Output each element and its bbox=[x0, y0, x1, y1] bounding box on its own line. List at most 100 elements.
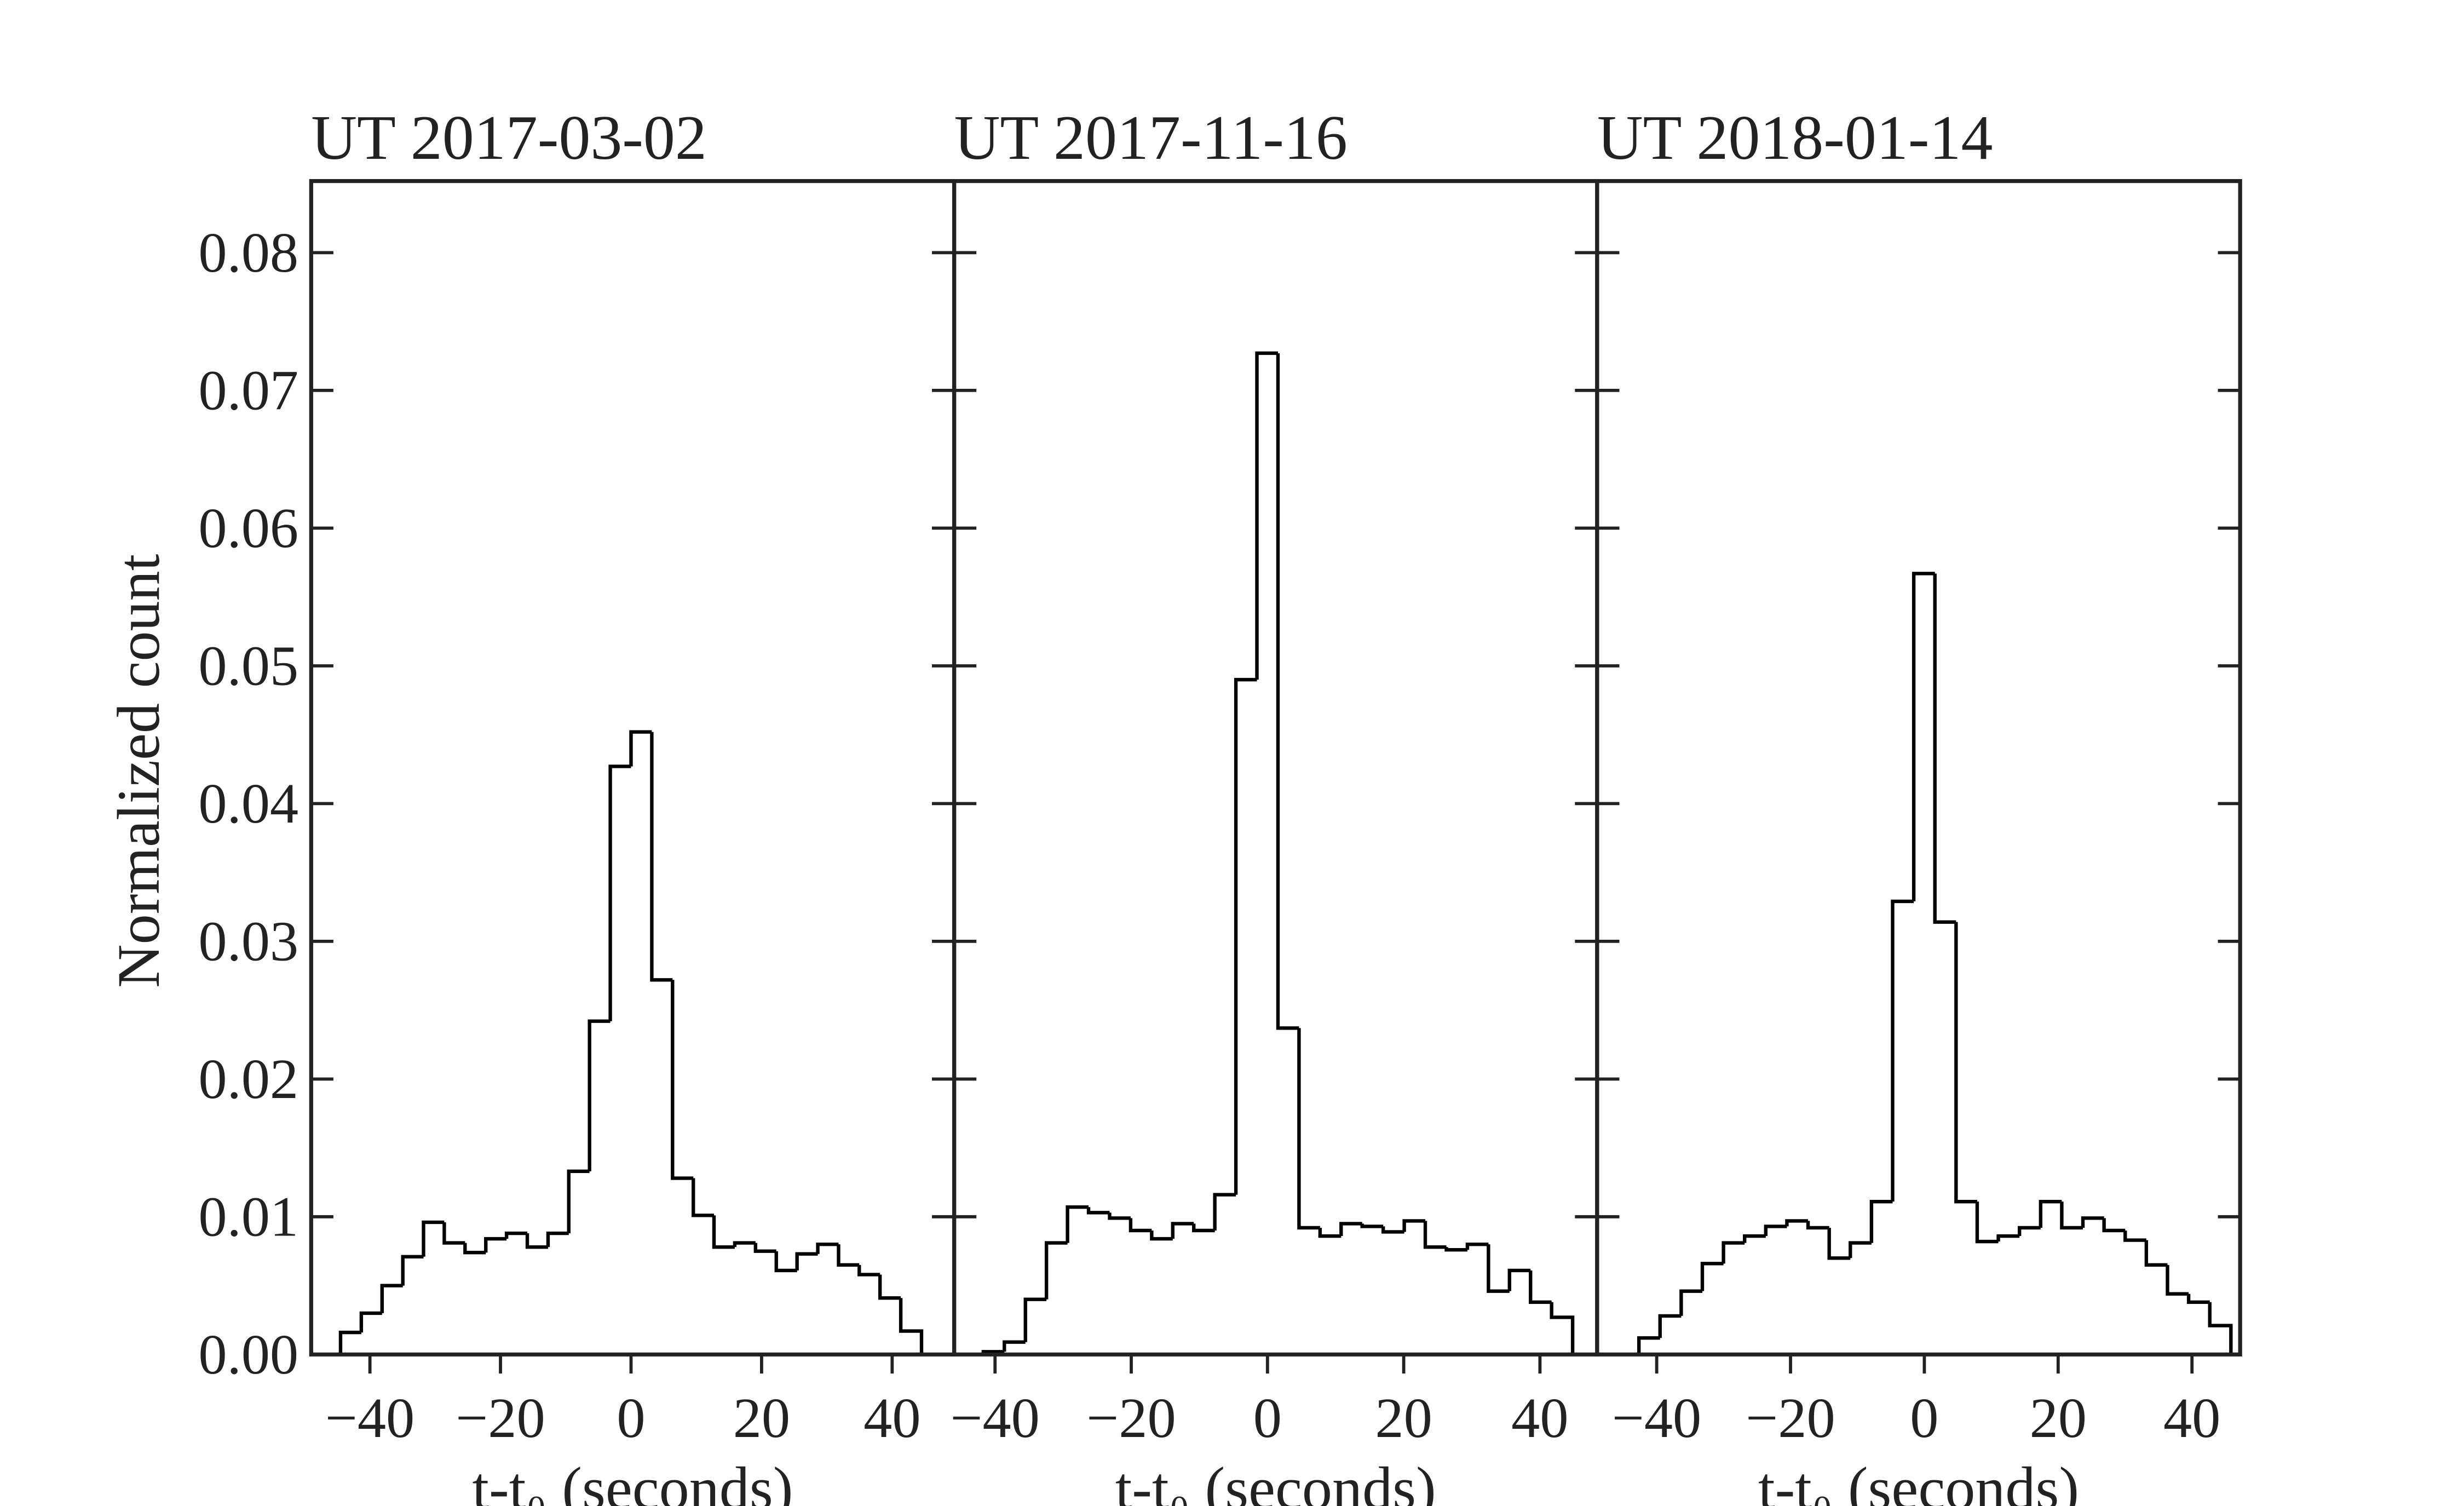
histogram-bin bbox=[1402, 1219, 1426, 1232]
histogram-bin bbox=[338, 1330, 361, 1355]
histogram-bin bbox=[712, 1215, 735, 1249]
histogram-bin bbox=[1192, 1223, 1215, 1233]
panel-title: UT 2017-11-16 bbox=[954, 103, 1348, 173]
y-tick-label: 0.04 bbox=[198, 772, 298, 835]
histogram-bin bbox=[1806, 1221, 1829, 1230]
histogram-bin bbox=[1108, 1212, 1131, 1220]
histogram-bin bbox=[1465, 1242, 1489, 1250]
histogram-bin bbox=[629, 730, 652, 767]
axes-frame bbox=[952, 179, 1599, 1356]
histogram-bin bbox=[2017, 1226, 2041, 1237]
histogram-bin bbox=[1679, 1289, 1702, 1316]
histogram-bin bbox=[671, 980, 694, 1180]
x-tick-label: 20 bbox=[733, 1386, 790, 1450]
histogram-bin bbox=[733, 1241, 756, 1248]
histogram-bin bbox=[1849, 1241, 1872, 1258]
histogram-bin bbox=[484, 1237, 507, 1253]
x-tick-label: 0 bbox=[617, 1386, 645, 1450]
x-tick-label: 40 bbox=[2163, 1386, 2220, 1450]
histogram-bin bbox=[588, 1019, 611, 1171]
histogram-bin bbox=[442, 1222, 465, 1245]
histogram-bin bbox=[1339, 1222, 1362, 1237]
y-tick-label: 0.07 bbox=[198, 359, 298, 422]
histogram-bin bbox=[546, 1231, 569, 1248]
histogram-bin bbox=[1213, 1193, 1236, 1231]
histogram-bin bbox=[1276, 353, 1299, 1030]
histogram-bin bbox=[2060, 1202, 2083, 1230]
histogram-bin bbox=[1933, 573, 1956, 924]
x-tick-label: −20 bbox=[456, 1386, 545, 1450]
histogram-bin bbox=[359, 1311, 382, 1333]
x-tick-label: 40 bbox=[863, 1386, 920, 1450]
x-tick-label: 20 bbox=[1375, 1386, 1432, 1450]
histogram-bin bbox=[2186, 1294, 2210, 1304]
x-tick-label: −20 bbox=[1086, 1386, 1176, 1450]
x-tick-label: −20 bbox=[1746, 1386, 1835, 1450]
histogram-bin bbox=[1150, 1230, 1173, 1241]
histogram-bin bbox=[504, 1231, 528, 1239]
x-axis-label: t-t₀ (seconds) bbox=[472, 1455, 793, 1506]
y-tick-label: 0.01 bbox=[198, 1185, 298, 1249]
x-tick-label: −40 bbox=[1612, 1386, 1701, 1450]
y-tick-label: 0.02 bbox=[198, 1047, 298, 1111]
histogram-bin bbox=[1234, 677, 1257, 1195]
histogram-bin bbox=[1700, 1262, 1724, 1291]
x-axis-label: t-t₀ (seconds) bbox=[1758, 1455, 2079, 1506]
histogram-bin bbox=[878, 1274, 901, 1300]
histogram-bin bbox=[1550, 1302, 1575, 1355]
panel-title: UT 2018-01-14 bbox=[1597, 103, 1993, 173]
panel-title: UT 2017-03-02 bbox=[311, 103, 707, 173]
histogram-bin bbox=[2102, 1218, 2126, 1233]
axes-frame bbox=[1595, 179, 2242, 1356]
histogram-bin bbox=[1785, 1219, 1809, 1227]
x-tick-label: −40 bbox=[325, 1386, 414, 1450]
axes-frame bbox=[309, 179, 957, 1356]
histogram-bin bbox=[1023, 1297, 1047, 1342]
histogram-bin bbox=[1444, 1247, 1467, 1252]
histogram-bin bbox=[1529, 1270, 1552, 1304]
histogram-bin bbox=[608, 765, 631, 1021]
x-tick-label: 0 bbox=[1253, 1386, 1282, 1450]
histogram-bin bbox=[753, 1243, 776, 1253]
x-tick-label: 20 bbox=[2030, 1386, 2087, 1450]
histogram-bin bbox=[650, 732, 673, 982]
histogram-bin bbox=[1423, 1221, 1447, 1249]
y-axis-label: Normalized count bbox=[105, 554, 172, 988]
histogram-bin bbox=[380, 1284, 403, 1313]
x-tick-label: 0 bbox=[1910, 1386, 1938, 1450]
histogram-bin bbox=[2144, 1240, 2168, 1267]
histogram-bin bbox=[1742, 1234, 1766, 1243]
histogram-bin bbox=[2166, 1264, 2189, 1296]
x-tick-label: 40 bbox=[1511, 1386, 1568, 1450]
histogram-bin bbox=[857, 1264, 880, 1277]
histogram-bin bbox=[1764, 1225, 1787, 1237]
histogram-bin bbox=[816, 1242, 839, 1254]
histogram-bin bbox=[1954, 922, 1977, 1204]
histogram-bin bbox=[2039, 1199, 2062, 1228]
histogram-bin bbox=[463, 1243, 486, 1255]
histogram-bin bbox=[1487, 1244, 1510, 1293]
histogram-bin bbox=[774, 1251, 797, 1273]
histogram-bin bbox=[1044, 1241, 1068, 1300]
x-tick-label: −40 bbox=[951, 1386, 1040, 1450]
histogram-bin bbox=[837, 1244, 860, 1267]
histogram-bin bbox=[1975, 1202, 1999, 1244]
histogram-bin bbox=[1507, 1268, 1531, 1291]
histogram-bin bbox=[1129, 1218, 1152, 1233]
histogram-bin bbox=[401, 1255, 424, 1286]
histogram-bin bbox=[1066, 1205, 1089, 1243]
histogram-bin bbox=[1003, 1340, 1026, 1352]
histogram-bin bbox=[1637, 1336, 1660, 1355]
y-tick-label: 0.03 bbox=[198, 910, 298, 973]
histogram-bin bbox=[1827, 1227, 1851, 1260]
histogram-bin bbox=[1996, 1234, 2020, 1242]
y-tick-label: 0.08 bbox=[198, 221, 298, 284]
histogram-bin bbox=[2081, 1216, 2104, 1228]
histogram-bin bbox=[1360, 1223, 1384, 1228]
histogram-bin bbox=[1912, 572, 1935, 901]
y-tick-label: 0.05 bbox=[198, 634, 298, 698]
y-tick-label: 0.06 bbox=[198, 496, 298, 560]
histogram-bin bbox=[1255, 351, 1278, 680]
